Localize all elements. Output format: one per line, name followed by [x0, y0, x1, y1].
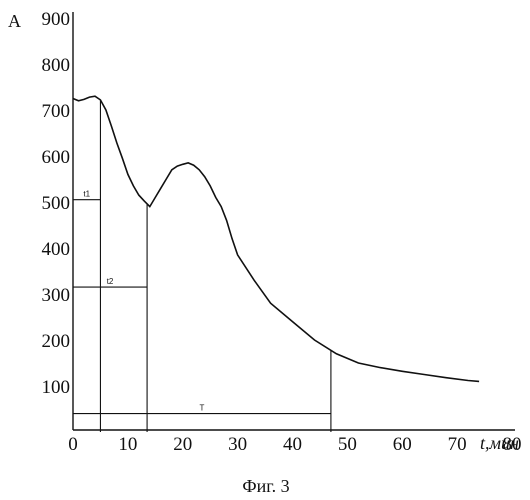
x-tick-label: 50	[338, 434, 357, 455]
x-tick-label: 70	[448, 434, 467, 455]
y-tick-label: 100	[42, 377, 71, 398]
x-tick-label: 0	[68, 434, 78, 455]
figure-caption: Фиг. 3	[242, 476, 289, 496]
marker-label: t1	[83, 190, 90, 199]
y-axis-label: A	[8, 11, 21, 31]
y-tick-label: 700	[42, 101, 71, 122]
x-tick-label: 60	[393, 434, 412, 455]
x-tick-label: 10	[118, 434, 137, 455]
x-tick-label: 20	[173, 434, 192, 455]
y-tick-label: 900	[42, 9, 71, 30]
interval-markers: t1 t2 T	[73, 100, 331, 432]
y-tick-label: 200	[42, 331, 71, 352]
y-tick-label: 300	[42, 285, 71, 306]
y-tick-label: 800	[42, 55, 71, 76]
marker-label: t2	[107, 277, 114, 286]
y-tick-label: 600	[42, 147, 71, 168]
y-tick-labels: 100 200 300 400 500 600 700 800 900	[42, 9, 71, 398]
x-tick-label: 40	[283, 434, 302, 455]
x-tick-labels: 01020304050607080	[68, 434, 521, 455]
axes	[73, 12, 515, 430]
y-tick-label: 400	[42, 239, 71, 260]
x-tick-label: 30	[228, 434, 247, 455]
x-axis-label: t,мин	[480, 433, 519, 453]
marker-label: T	[200, 404, 205, 413]
y-tick-label: 500	[42, 193, 71, 214]
series-line	[73, 96, 479, 381]
